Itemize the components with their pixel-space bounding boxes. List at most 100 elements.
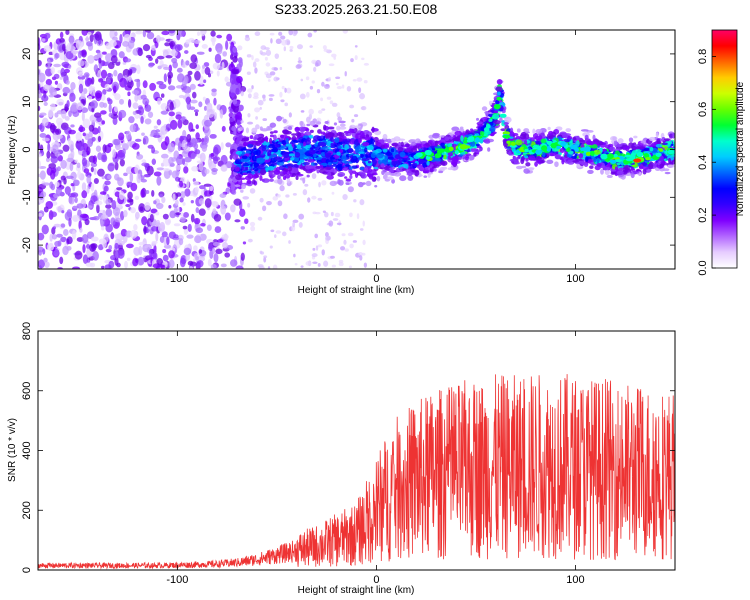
heatmap-cell [229, 154, 233, 160]
heatmap-cell [610, 136, 618, 142]
heatmap-cell [246, 54, 252, 58]
heatmap-cell [525, 158, 529, 162]
heatmap-cell [41, 137, 50, 142]
heatmap-cell [642, 168, 647, 175]
heatmap-peak [459, 143, 468, 150]
heatmap-cell [126, 79, 134, 89]
heatmap-peak [629, 156, 636, 160]
heatmap-cell [338, 179, 344, 186]
heatmap-cell [87, 205, 93, 209]
heatmap-cell [250, 225, 256, 232]
heatmap-cell [136, 78, 141, 89]
heatmap-cell [130, 207, 136, 214]
heatmap-cell [321, 249, 325, 256]
heatmap-cell [145, 189, 150, 194]
heatmap-cell [364, 147, 368, 153]
heatmap-cell [232, 56, 238, 63]
heatmap-cell [523, 168, 531, 174]
heatmap-cell [90, 100, 98, 109]
heatmap-cell [579, 139, 586, 143]
heatmap-cell [115, 146, 123, 150]
heatmap-peak [424, 149, 432, 156]
heatmap-cell [381, 170, 385, 176]
heatmap-cell [190, 138, 197, 148]
heatmap-cell [391, 160, 398, 166]
heatmap-cell [220, 142, 224, 150]
heatmap-cell [305, 76, 310, 81]
heatmap-cell [516, 128, 521, 133]
heatmap-cell [354, 125, 361, 129]
heatmap-cell [190, 54, 198, 63]
heatmap-cell [534, 140, 540, 145]
heatmap-cell [112, 207, 121, 216]
heatmap-cell [364, 136, 371, 141]
y-tick-label: 0 [21, 567, 33, 573]
heatmap-cell [140, 178, 148, 183]
heatmap-cell [305, 128, 310, 132]
heatmap-cell [325, 84, 330, 87]
heatmap-cell [189, 62, 197, 69]
heatmap-cell [247, 113, 251, 118]
heatmap-cell [257, 216, 263, 221]
heatmap-cell [342, 30, 348, 34]
heatmap-cell [168, 259, 175, 269]
heatmap-cell [251, 174, 258, 179]
heatmap-cell [304, 131, 312, 137]
snr-panel: -100 0 100 0 200 400 600 800 Height of straigh… [7, 322, 676, 596]
heatmap-cell [306, 123, 311, 127]
heatmap-cell [298, 57, 301, 62]
heatmap-cell [293, 253, 296, 258]
heatmap-cell [43, 101, 48, 107]
heatmap-cell [93, 167, 97, 176]
heatmap-cell [590, 144, 598, 149]
heatmap-cell [98, 77, 104, 83]
heatmap-cell [105, 53, 113, 63]
heatmap-cell [222, 241, 228, 249]
heatmap-cell [300, 127, 305, 133]
heatmap-cell [155, 219, 161, 227]
heatmap-cell [324, 153, 329, 159]
heatmap-cell [47, 109, 54, 118]
heatmap-cell [331, 191, 335, 195]
heatmap-cell [604, 169, 610, 175]
heatmap-cell [661, 136, 666, 142]
heatmap-cell [638, 146, 645, 150]
heatmap-cell [259, 126, 263, 131]
heatmap-cell [178, 94, 185, 99]
heatmap-cell [343, 167, 348, 172]
heatmap-cell [175, 114, 182, 120]
heatmap-cell [195, 256, 199, 261]
heatmap-cell [393, 171, 402, 177]
heatmap-cell [523, 139, 528, 145]
heatmap-cell [322, 45, 327, 50]
heatmap-cell [314, 142, 318, 148]
heatmap-cell [361, 158, 370, 161]
heatmap-cell [137, 47, 143, 57]
heatmap-cell [359, 93, 366, 100]
heatmap-cell [341, 155, 347, 161]
heatmap-cell [262, 94, 266, 99]
heatmap-cell [302, 141, 307, 147]
heatmap-cell [339, 123, 346, 127]
heatmap-cell [169, 210, 177, 219]
x-tick-label: 100 [566, 574, 584, 586]
heatmap-cell [328, 220, 334, 227]
heatmap-cell [434, 157, 441, 162]
heatmap-cell [267, 166, 275, 171]
heatmap-cell [155, 35, 161, 43]
heatmap-cell [192, 180, 199, 186]
heatmap-cell [57, 240, 62, 247]
heatmap-cell [85, 244, 91, 249]
heatmap-cell [54, 151, 61, 157]
heatmap-cell [291, 133, 297, 136]
y-tick-label: 800 [21, 322, 33, 340]
heatmap-cell [225, 161, 233, 169]
heatmap-cell [112, 92, 117, 96]
heatmap-cell [203, 119, 212, 127]
heatmap-cell [295, 131, 302, 137]
heatmap-cell [187, 223, 192, 232]
heatmap-cell [180, 116, 186, 122]
heatmap-cell [183, 247, 192, 256]
heatmap-cell [230, 182, 236, 191]
